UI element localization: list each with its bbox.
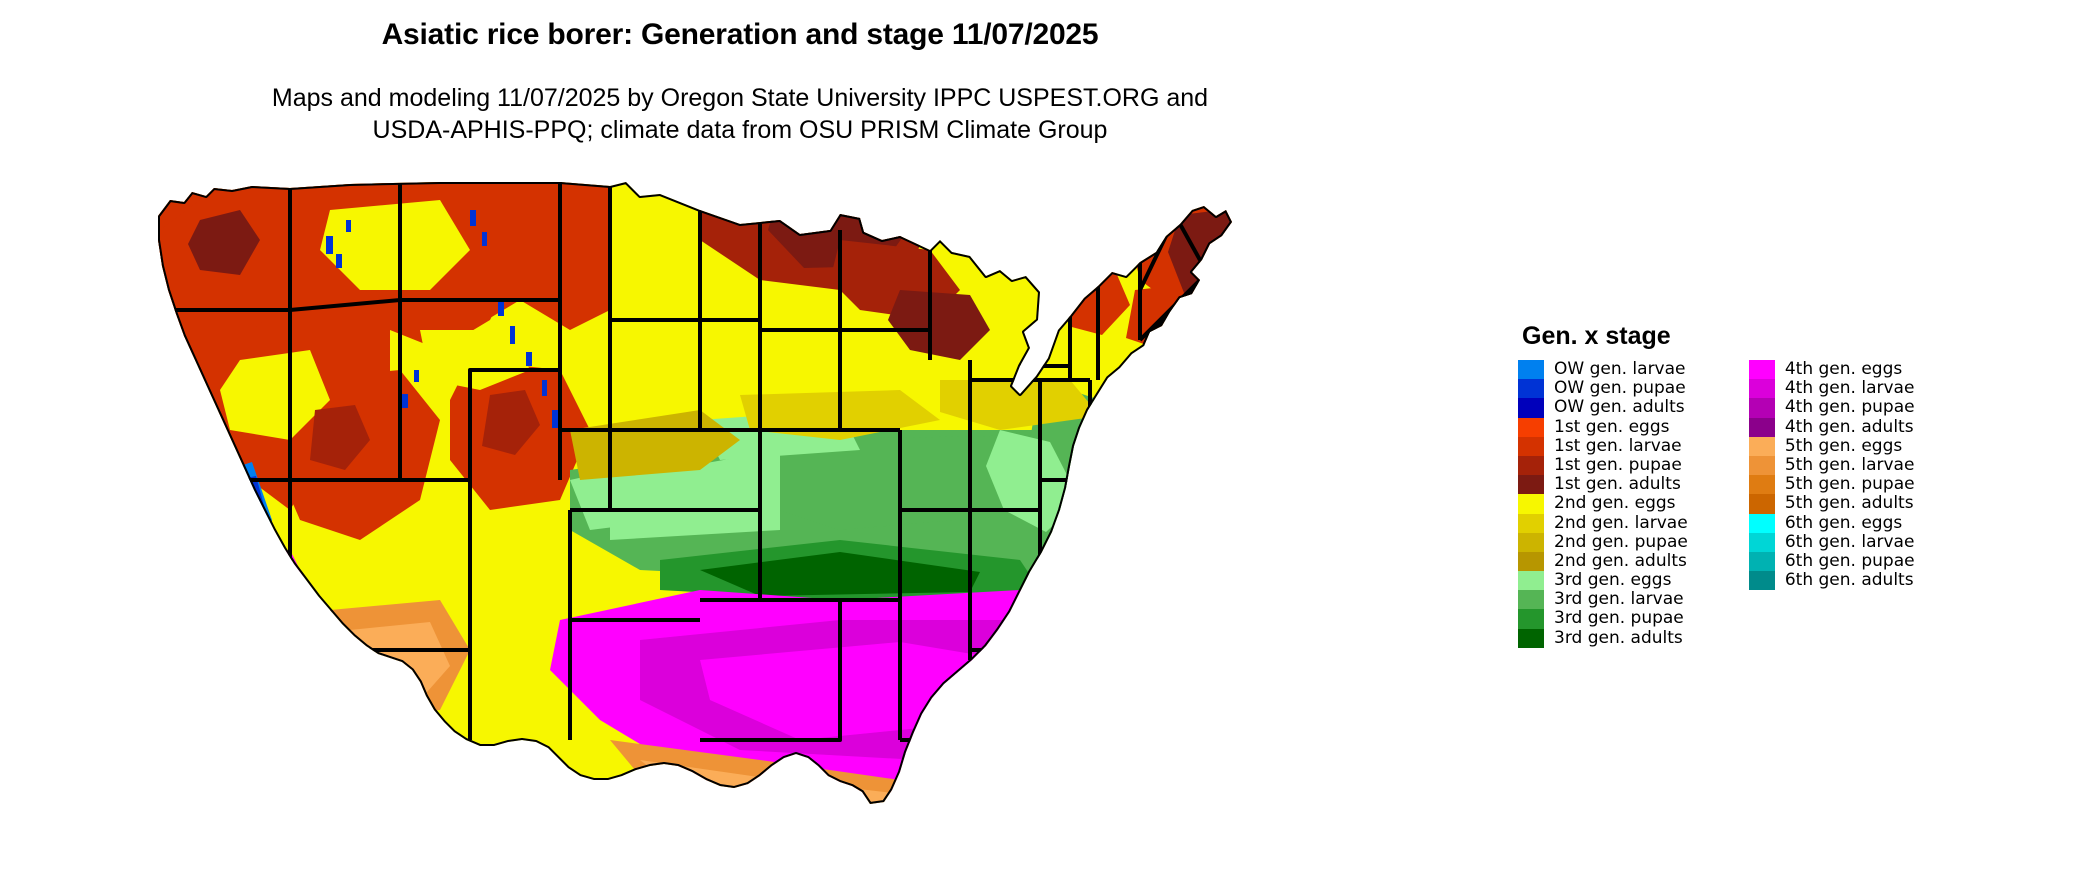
legend-label-right-10: 6th gen. pupae [1784,550,1915,571]
legend-label-right-3: 4th gen. adults [1784,416,1914,437]
legend-label-left-2: OW gen. adults [1554,397,1685,418]
conus-map [140,180,1520,880]
legend-label-right-6: 5th gen. pupae [1784,474,1915,495]
legend-label-left-11: 3rd gen. eggs [1554,570,1672,591]
legend-label-left-3: 1st gen. eggs [1554,416,1670,437]
legend-label-right-4: 5th gen. eggs [1784,435,1903,456]
legend-label-right-9: 6th gen. larvae [1784,531,1915,552]
legend-label-right-8: 6th gen. eggs [1784,512,1903,533]
legend-swatch-left-6 [1518,475,1544,495]
legend-swatch-left-11 [1518,571,1544,591]
legend-swatch-right-4 [1748,436,1775,456]
legend-swatch-right-9 [1748,532,1775,552]
legend-label-left-12: 3rd gen. larvae [1554,589,1684,610]
legend-label-right-0: 4th gen. eggs [1784,359,1903,379]
legend-swatch-left-9 [1518,532,1544,552]
legend-swatch-left-10 [1518,551,1544,572]
legend-swatch-right-10 [1748,551,1775,572]
subtitle-line-2: USDA-APHIS-PPQ; climate data from OSU PR… [372,116,1108,144]
legend-label-left-14: 3rd gen. adults [1554,627,1683,648]
legend-column-left: OW gen. larvae OW gen. pupae OW gen. adult… [1518,359,1688,648]
legend-labels-left: OW gen. larvae OW gen. pupae OW gen. adult… [1554,359,1688,648]
legend-swatch-left-12 [1518,590,1544,610]
legend-label-right-1: 4th gen. larvae [1784,378,1915,399]
legend-swatch-right-5 [1748,455,1775,476]
subtitle-line-1: Maps and modeling 11/07/2025 by Oregon S… [271,84,1209,112]
legend-label-left-9: 2nd gen. pupae [1554,531,1688,552]
legend-swatch-right-8 [1748,513,1775,533]
legend-label-right-7: 5th gen. adults [1784,493,1914,514]
legend-swatch-left-13 [1518,609,1544,629]
legend-label-left-7: 2nd gen. eggs [1554,493,1676,514]
legend-label-left-1: OW gen. pupae [1554,378,1686,399]
legend-swatch-right-1 [1748,379,1775,399]
legend-label-right-11: 6th gen. adults [1784,570,1914,591]
legend-swatch-left-2 [1518,398,1544,418]
legend-swatches-right [1748,360,1775,591]
legend-swatch-left-0 [1518,360,1544,380]
legend-swatch-right-2 [1748,398,1775,418]
legend-swatch-left-3 [1518,417,1544,437]
legend-swatch-left-5 [1518,455,1544,476]
legend-title: Gen. x stage [1522,322,1671,350]
legend-label-left-5: 1st gen. pupae [1554,454,1682,475]
legend-label-left-13: 3rd gen. pupae [1554,608,1684,629]
legend-swatch-left-7 [1518,494,1544,514]
legend-labels-right: 4th gen. eggs 4th gen. larvae 4th gen. pup… [1784,359,1915,591]
legend-swatch-left-1 [1518,379,1544,399]
legend-swatch-left-8 [1518,513,1544,533]
legend-swatch-right-6 [1748,475,1775,495]
map-legend: Gen. x stage OW gen. larvae OW gen. pupae… [1518,322,1915,648]
legend-label-left-0: OW gen. larvae [1554,359,1686,379]
page-subtitle: Maps and modeling 11/07/2025 by Oregon S… [0,82,1480,146]
legend-label-left-10: 2nd gen. adults [1554,550,1687,571]
page-title: Asiatic rice borer: Generation and stage… [381,18,1099,51]
legend-swatch-right-0 [1748,360,1775,380]
map-svg [158,182,1232,804]
legend-label-right-2: 4th gen. pupae [1784,397,1915,418]
legend-swatch-left-4 [1518,436,1544,456]
legend-swatches-left [1518,360,1544,648]
legend-label-left-4: 1st gen. larvae [1554,435,1682,456]
legend-swatch-right-7 [1748,494,1775,514]
legend-label-right-5: 5th gen. larvae [1784,454,1915,475]
legend-label-left-6: 1st gen. adults [1554,474,1681,495]
legend-column-right: 4th gen. eggs 4th gen. larvae 4th gen. pup… [1748,359,1915,591]
legend-swatch-left-14 [1518,628,1544,648]
legend-swatch-right-11 [1748,571,1775,591]
legend-swatch-right-3 [1748,417,1775,437]
legend-label-left-8: 2nd gen. larvae [1554,512,1688,533]
